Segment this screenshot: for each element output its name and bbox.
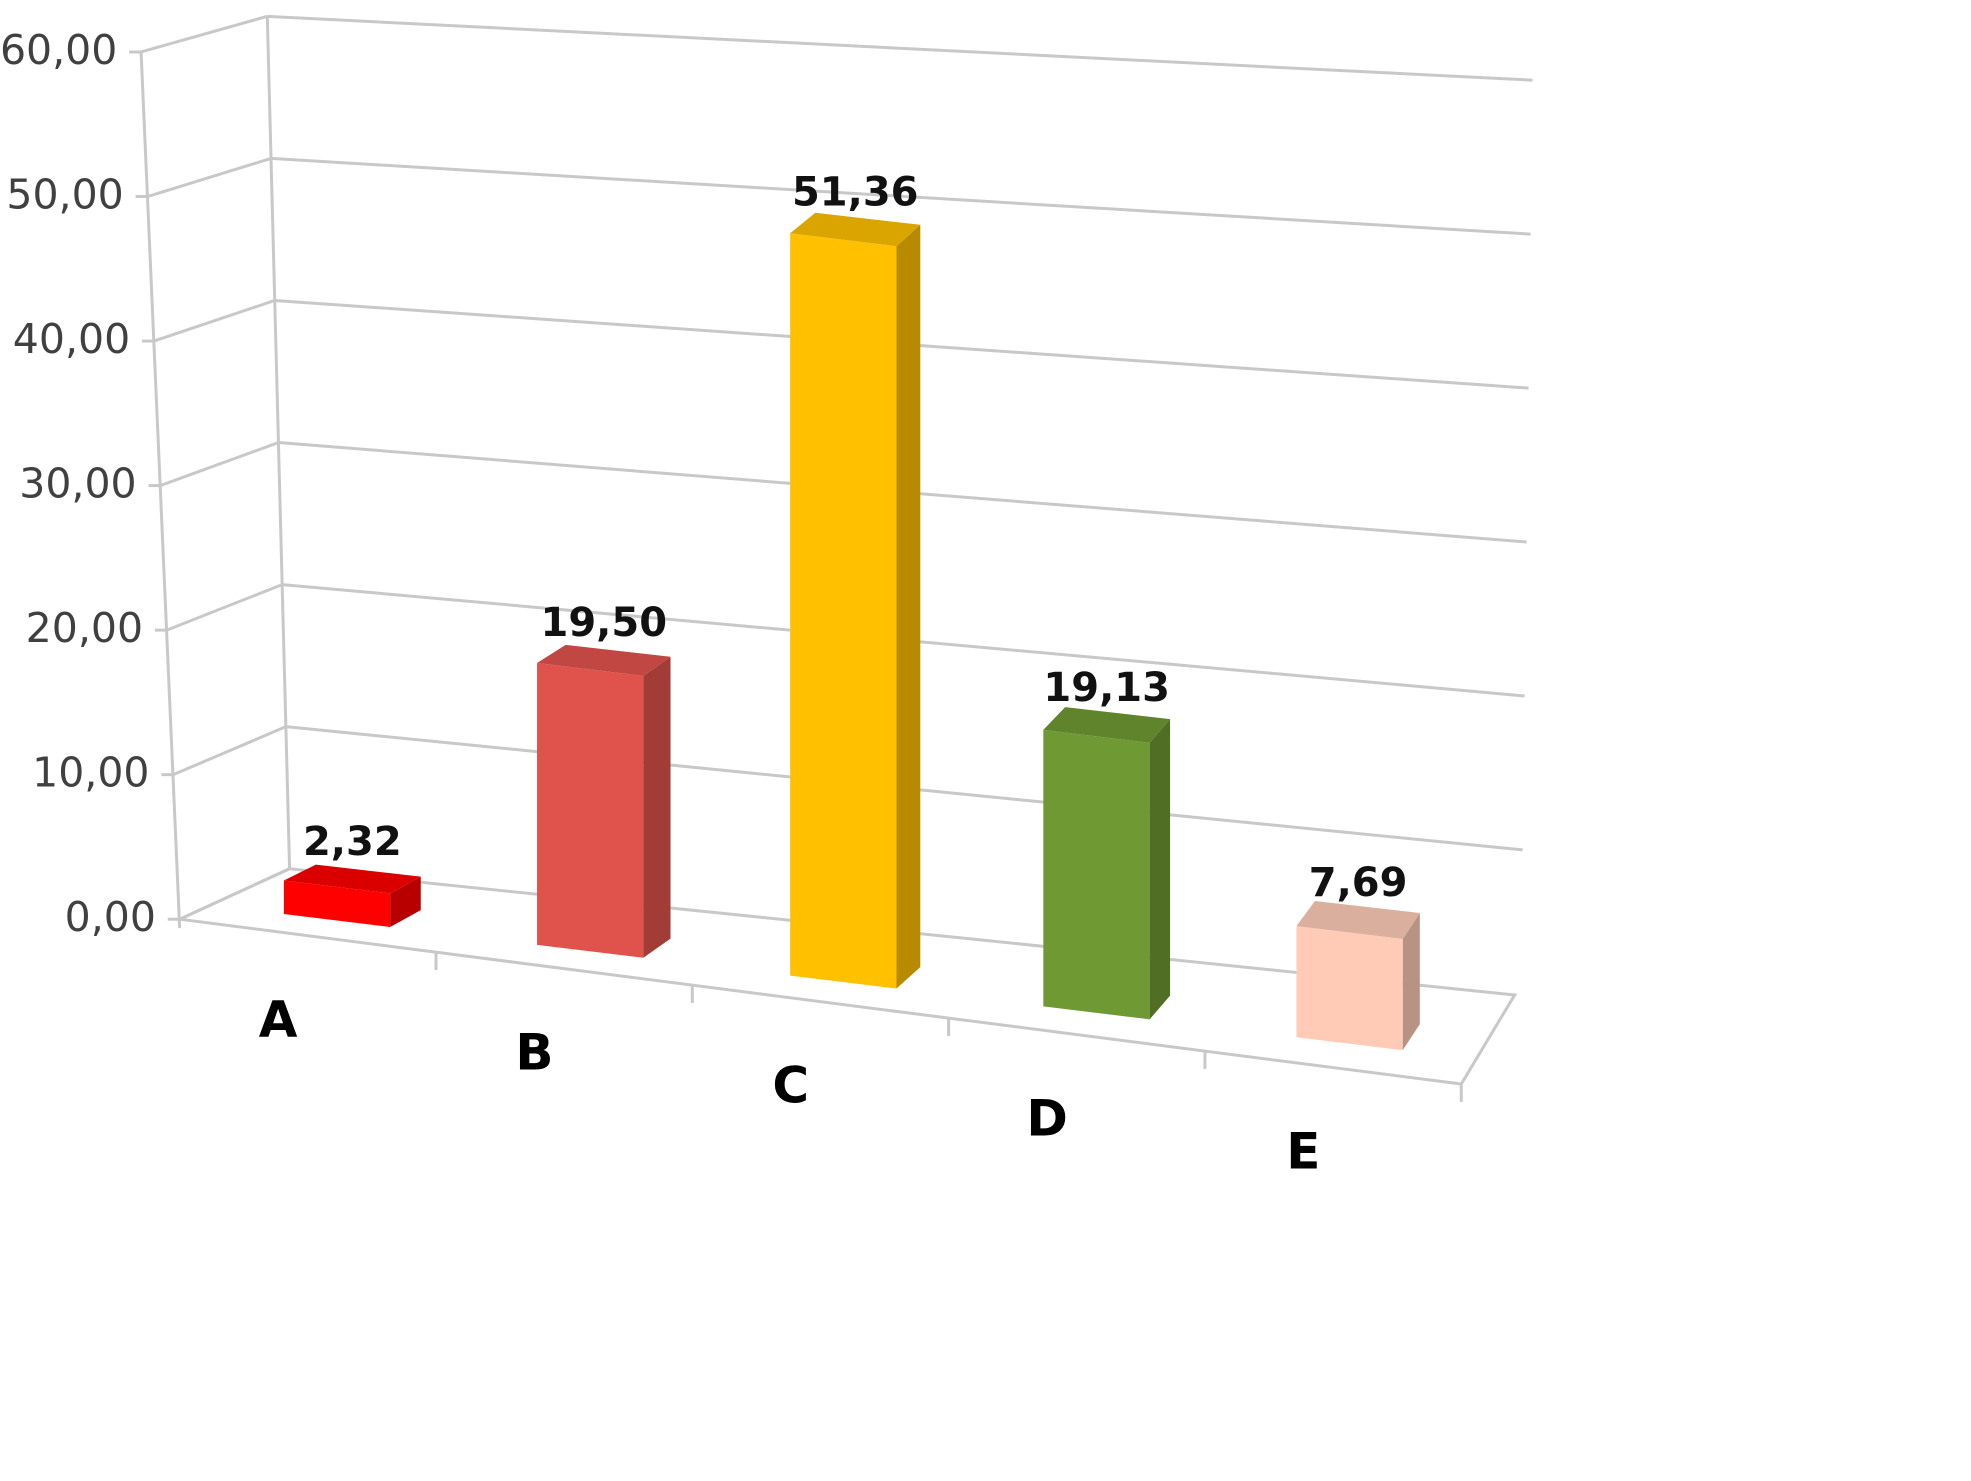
bar-A-top <box>283 864 421 894</box>
bar-E-front <box>1296 926 1403 1051</box>
bar-C-top <box>790 212 921 247</box>
y-axis-line <box>139 51 182 929</box>
data-label-A: 2,32 <box>303 819 402 865</box>
x-tick-label-D: D <box>1026 1090 1068 1148</box>
gridline-side <box>147 156 272 198</box>
bar-C-side <box>896 224 921 989</box>
bar-E-top <box>1296 900 1420 940</box>
y-tick-label: 20,00 <box>26 604 143 652</box>
gridline-side <box>179 867 291 921</box>
gridline-side <box>166 583 283 632</box>
gridline-side <box>140 14 268 54</box>
bar-D-top <box>1043 707 1171 743</box>
data-label-D: 19,13 <box>1043 665 1170 711</box>
data-label-E: 7,69 <box>1309 860 1408 906</box>
data-label-C: 51,36 <box>792 169 919 215</box>
y-tick-label: 10,00 <box>32 749 149 797</box>
bar-B-front <box>537 662 644 958</box>
y-tick-label: 0,00 <box>65 893 156 941</box>
bar-B-side <box>643 656 671 958</box>
bar-A-front <box>283 880 391 927</box>
bars <box>283 212 1420 1051</box>
x-axis-ticks: A B C D E <box>259 952 1463 1181</box>
bar-E-side <box>1402 912 1420 1051</box>
x-tick-label-E: E <box>1286 1123 1320 1181</box>
y-axis-ticks: 0,00 10,00 20,00 30,00 40,00 50,00 60,00 <box>0 26 180 941</box>
gridline-side <box>172 725 287 777</box>
bar-B-top <box>537 644 671 676</box>
bar-D-side <box>1149 719 1171 1020</box>
bar-D-front <box>1043 729 1150 1020</box>
y-tick-label: 60,00 <box>0 26 117 74</box>
gridline <box>267 14 1533 82</box>
y-tick-label: 30,00 <box>19 459 136 507</box>
gridline-side <box>153 299 276 343</box>
x-tick-label-C: C <box>772 1057 809 1115</box>
y-tick-label: 40,00 <box>13 315 130 363</box>
data-label-B: 19,50 <box>541 600 668 646</box>
bar-A-side <box>390 876 421 927</box>
x-tick-label-A: A <box>259 991 298 1049</box>
data-labels: 2,32 19,50 51,36 19,13 7,69 <box>303 169 1408 905</box>
y-tick-label: 50,00 <box>6 170 123 218</box>
gridline-side <box>159 441 279 488</box>
gridline <box>270 156 1531 236</box>
x-tick-label-B: B <box>515 1024 553 1082</box>
bar-C-front <box>790 233 897 989</box>
